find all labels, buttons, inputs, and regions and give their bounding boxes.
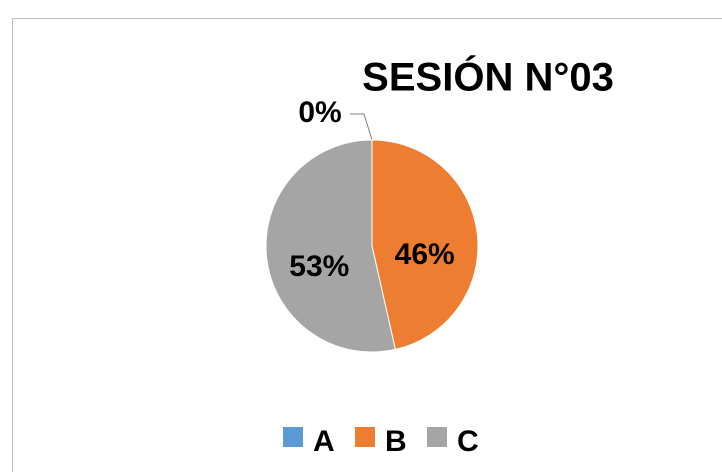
legend-swatch (283, 427, 303, 447)
chart-title: SESIÓN N°03 (362, 54, 614, 100)
data-label: 46% (395, 238, 455, 271)
data-label: 0% (298, 96, 341, 129)
data-label: 53% (289, 250, 349, 283)
legend-label: C (457, 425, 479, 458)
legend-swatch (355, 427, 375, 447)
leader-line (350, 113, 373, 141)
legend-label: B (385, 425, 407, 458)
legend-label: A (313, 425, 335, 458)
pie-slice (371, 139, 479, 350)
legend-swatch (427, 427, 447, 447)
pie-slice (265, 139, 396, 353)
